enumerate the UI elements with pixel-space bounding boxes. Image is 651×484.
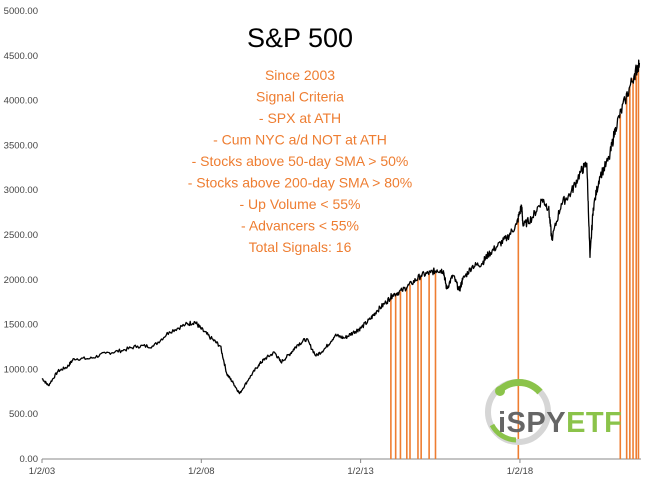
y-tick-label: 500.00 xyxy=(9,409,38,420)
annotation-line: Since 2003 xyxy=(265,67,335,83)
y-tick-label: 3000.00 xyxy=(4,185,38,196)
logo-part-1: iSPY xyxy=(498,407,566,439)
x-tick-label: 1/2/13 xyxy=(347,466,373,477)
x-tick-label: 1/2/18 xyxy=(507,466,533,477)
logo: iSPYETF xyxy=(485,379,622,445)
signal-lines xyxy=(390,65,640,459)
y-tick-label: 5000.00 xyxy=(4,6,38,17)
annotation-line: Total Signals: 16 xyxy=(249,239,352,255)
y-tick-label: 3500.00 xyxy=(4,140,38,151)
annotation-line: - Cum NYC a/d NOT at ATH xyxy=(213,132,387,148)
y-tick-label: 2500.00 xyxy=(4,230,38,241)
x-axis: 1/2/03 1/2/08 1/2/13 1/2/18 xyxy=(29,458,641,477)
annotation-line: - SPX at ATH xyxy=(259,110,341,126)
logo-swoosh-icon xyxy=(485,379,551,445)
logo-part-2: ETF xyxy=(566,407,622,439)
y-tick-label: 2000.00 xyxy=(4,275,38,286)
annotation-line: - Up Volume < 55% xyxy=(239,196,360,212)
annotation-line: - Stocks above 50-day SMA > 50% xyxy=(192,153,409,169)
annotation-block: Since 2003 Signal Criteria - SPX at ATH - C… xyxy=(188,67,413,255)
sp500-line xyxy=(41,59,641,395)
annotation-line: - Advancers < 55% xyxy=(241,218,359,234)
y-axis: 0.00 500.00 1000.00 1500.00 2000.00 2500.00 30… xyxy=(4,6,38,465)
chart-title: S&P 500 xyxy=(247,23,353,53)
annotation-line: Signal Criteria xyxy=(256,89,344,105)
series-group xyxy=(41,59,641,395)
logo-wordmark: iSPYETF xyxy=(498,407,622,439)
y-tick-label: 4500.00 xyxy=(4,51,38,62)
y-tick-label: 4000.00 xyxy=(4,96,38,107)
x-tick-label: 1/2/08 xyxy=(188,466,214,477)
y-tick-label: 0.00 xyxy=(20,454,39,465)
y-tick-label: 1500.00 xyxy=(4,320,38,331)
annotation-line: - Stocks above 200-day SMA > 80% xyxy=(188,175,413,191)
y-tick-label: 1000.00 xyxy=(4,364,38,375)
x-tick-label: 1/2/03 xyxy=(29,466,55,477)
